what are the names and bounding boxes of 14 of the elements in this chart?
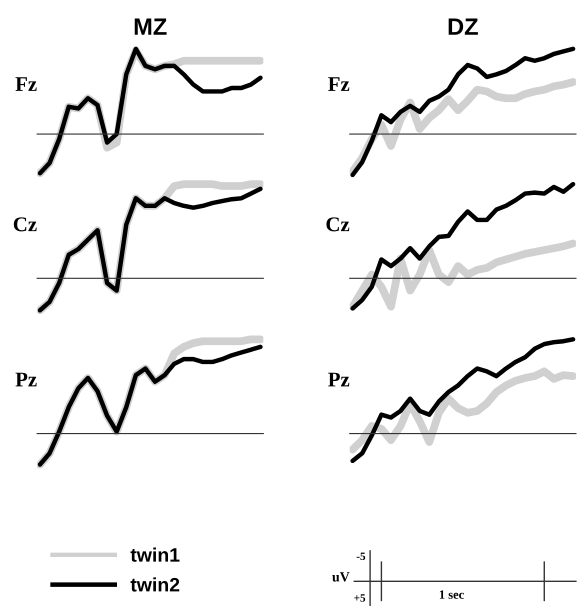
y-axis-title: Cz [14,217,37,232]
y-axis-title: Pz [16,372,37,386]
y-axis-title: Pz [328,372,350,386]
legend-label: twin2 [130,577,180,592]
y-axis-title: Fz [328,77,350,91]
legend-label: twin1 [130,548,180,562]
text: -5 [356,552,366,560]
text: uV [332,572,350,582]
y-axis-title: Cz [326,217,350,232]
text: 1 sec [440,590,464,599]
y-axis-title: Fz [16,77,37,91]
chart-title: MZ [134,18,167,35]
text: +5 [354,594,366,602]
chart-title: DZ [448,18,478,35]
